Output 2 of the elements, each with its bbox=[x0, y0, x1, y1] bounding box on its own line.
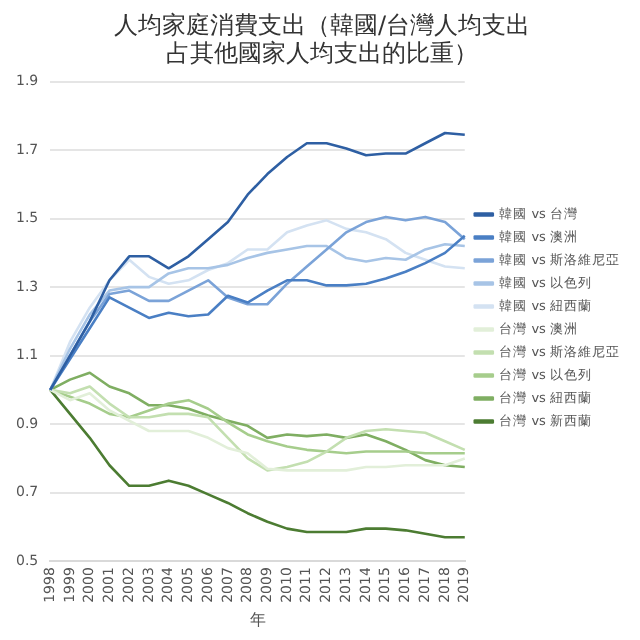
x-axis-title: 年 bbox=[249, 610, 266, 629]
chart-title: 人均家庭消費支出（韓國/台灣人均支出占其他國家人均支出的比重） bbox=[113, 10, 531, 68]
